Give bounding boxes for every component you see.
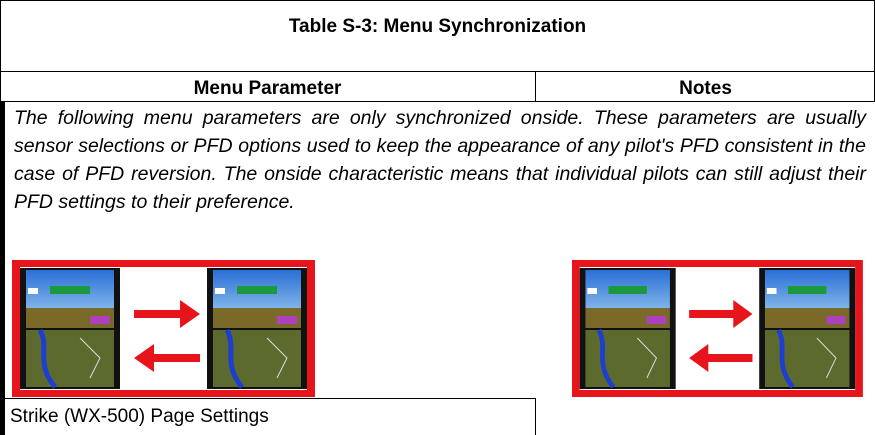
border-top [0, 0, 875, 1]
header-divider [0, 101, 875, 102]
column-divider [535, 71, 536, 101]
section-bar [0, 101, 5, 435]
border-left [0, 0, 1, 101]
sync-diagram [572, 260, 875, 397]
column-header: Notes [679, 78, 732, 99]
sync-diagram [12, 260, 315, 397]
parameter-cell: Strike (WX-500) Page Settings [10, 406, 269, 427]
title-divider [0, 71, 875, 72]
column-divider [535, 398, 536, 435]
table-title: Table S-3: Menu Synchronization [288, 16, 587, 37]
column-header: Menu Parameter [193, 78, 342, 99]
row-divider [0, 398, 535, 399]
section-note: The following menu parameters are only s… [14, 107, 866, 213]
